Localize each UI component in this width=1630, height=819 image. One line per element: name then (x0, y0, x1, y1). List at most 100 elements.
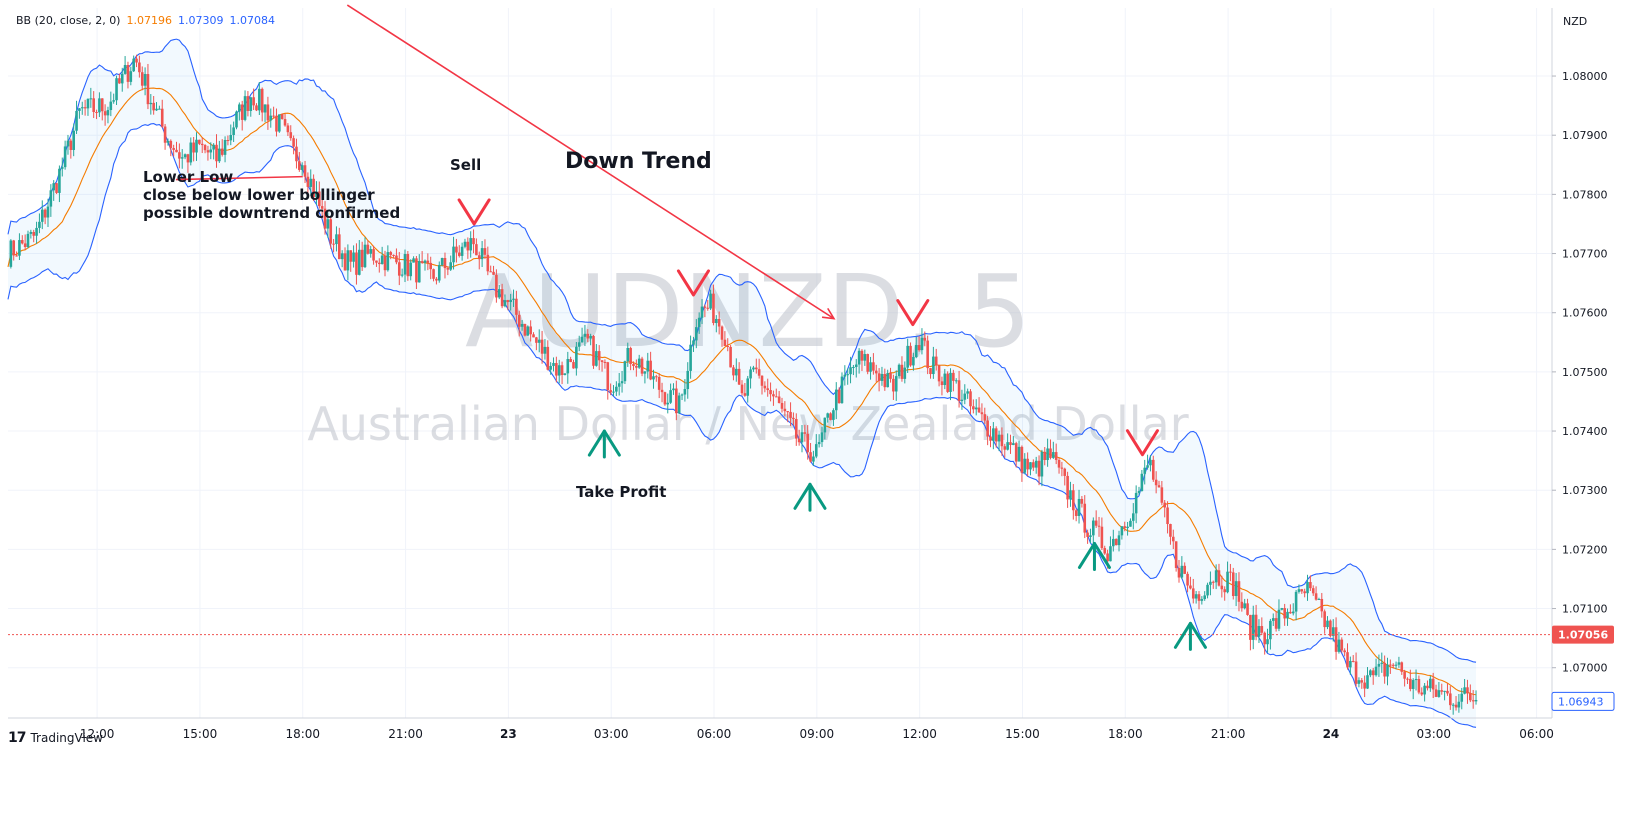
tradingview-brand[interactable]: 17 TradingView (8, 730, 103, 746)
candle-body (997, 434, 1001, 442)
candle-body (1263, 632, 1266, 645)
candle-body (506, 300, 510, 303)
candle-body (1277, 609, 1281, 629)
candle-body (817, 442, 821, 445)
candle-body (303, 165, 307, 177)
candle-body (106, 110, 110, 116)
candle-body (706, 307, 710, 309)
candle-body (1034, 460, 1038, 468)
candle-body (215, 144, 218, 162)
candle-body (209, 149, 213, 153)
last-price-label: 1.07056 (1558, 629, 1608, 642)
price-tick-label: 1.07200 (1562, 543, 1608, 556)
candle-body (934, 356, 938, 366)
candle-body (677, 395, 681, 414)
candle-body (952, 372, 955, 381)
candle-body (1240, 601, 1244, 609)
candle-body (437, 264, 441, 281)
candle-body (463, 241, 467, 247)
candle-body (186, 154, 190, 163)
time-tick-label: 18:00 (285, 727, 320, 741)
candle-body (612, 391, 615, 393)
candle-body (715, 318, 718, 324)
candle-body (929, 368, 932, 375)
candle-body (1214, 570, 1218, 583)
candle-body (1054, 452, 1058, 460)
candle-body (994, 428, 998, 442)
candle-body (1251, 614, 1255, 640)
candle-body (640, 358, 644, 374)
candle-body (403, 254, 407, 275)
time-tick-label: 06:00 (697, 727, 732, 741)
candle-body (877, 373, 881, 381)
price-axis[interactable]: NZD 1.08000 1.07900 1.07800 1.07700 1.07600 1… (1551, 8, 1615, 718)
candle-body (1211, 581, 1215, 583)
sell-arrow-icon (676, 269, 710, 297)
candle-body (1000, 434, 1004, 447)
candle-body (412, 258, 415, 263)
candle-body (55, 183, 58, 193)
candle-body (635, 365, 638, 368)
candle-body (66, 140, 70, 147)
candle-body (1220, 585, 1224, 590)
candle-body (572, 362, 575, 369)
candle-body (1426, 685, 1429, 689)
candle-body (806, 433, 810, 453)
candle-body (1411, 680, 1415, 689)
candle-body (1349, 660, 1352, 668)
candle-body (1417, 679, 1421, 693)
candle-body (1014, 443, 1018, 462)
candle-body (555, 363, 558, 376)
candle-body (914, 345, 918, 358)
candle-body (286, 125, 290, 133)
drawings: Down Trend Sell Take Profit Lower Lowclose … (143, 4, 1207, 651)
candle-body (140, 72, 144, 86)
candle-body (120, 73, 124, 84)
candle-body (1291, 611, 1295, 614)
candle-body (1294, 591, 1298, 612)
candle-body (709, 293, 712, 309)
candle-body (1297, 589, 1301, 592)
candle-body (180, 157, 184, 159)
candle-body (732, 367, 735, 376)
candle-body (512, 298, 515, 300)
candle-body (100, 98, 104, 112)
candle-body (623, 361, 627, 382)
candle-body (557, 365, 561, 376)
candle-body (1266, 639, 1269, 645)
candle-body (1112, 538, 1115, 547)
candle-body (132, 58, 135, 72)
candle-body (1103, 548, 1107, 554)
candle-body (109, 101, 113, 111)
time-tick-label: 24 (1323, 727, 1340, 741)
candle-body (1357, 680, 1361, 684)
candle-body (1017, 446, 1021, 462)
candle-body (543, 346, 547, 354)
candle-body (626, 348, 630, 362)
candle-body (218, 148, 221, 162)
lower-band-line (7, 123, 1477, 728)
indicator-basis-value: 1.07196 (126, 14, 172, 27)
candle-body (946, 373, 949, 392)
candle-body (446, 268, 450, 270)
candle-body (1257, 626, 1261, 637)
indicator-legend[interactable]: BB (20, close, 2, 0) 1.07196 1.07309 1.0708… (16, 14, 281, 27)
candle-body (920, 337, 924, 351)
candle-body (220, 148, 224, 155)
candle-body (260, 88, 264, 113)
candle-body (415, 258, 418, 283)
price-tick-label: 1.08000 (1562, 70, 1608, 83)
candle-body (158, 108, 161, 110)
candle-body (198, 139, 201, 144)
candle-body (777, 396, 781, 403)
candle-body (226, 139, 230, 141)
candle-body (843, 374, 847, 377)
time-axis[interactable]: 12:00 15:00 18:00 21:00 23 03:00 06:00 09:00 12:… (8, 717, 1554, 741)
candle-body (432, 269, 435, 279)
candle-body (406, 254, 410, 277)
candle-body (1080, 498, 1084, 504)
candle-body (746, 378, 750, 396)
candle-body (1377, 663, 1381, 667)
candle-body (1171, 536, 1175, 542)
